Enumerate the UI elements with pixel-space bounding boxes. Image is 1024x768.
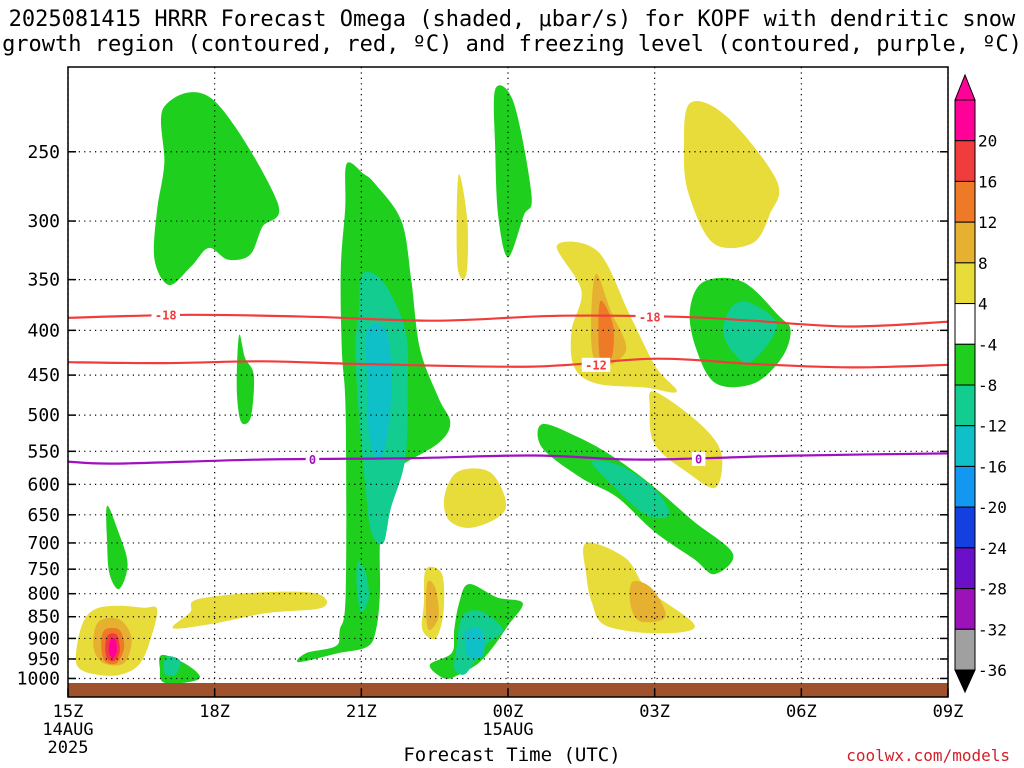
omega-region-18 — [172, 591, 328, 629]
omega-region-20 — [443, 468, 507, 528]
contour-label-bg-0-0 — [305, 452, 320, 467]
colorbar-tick-label-16: 16 — [978, 172, 997, 191]
colorbar-band-4-to-8 — [954, 262, 976, 305]
omega-region-12 — [163, 656, 181, 677]
colorbar-band--4-to-4 — [954, 303, 976, 345]
colorbar-band--36-to--32 — [954, 628, 976, 671]
contour-label--18-1: -18 — [639, 310, 661, 324]
x-tick-sublabel-2025: 2025 — [48, 738, 89, 758]
y-tick-label-600: 600 — [27, 474, 60, 495]
contour--18 — [68, 313, 948, 328]
colorbar-tick-label--36: -36 — [978, 661, 1007, 680]
contour-label--12-0: -12 — [585, 358, 607, 372]
x-tick-label-21Z: 21Z — [346, 702, 377, 722]
contour-label-bg--12-0 — [581, 357, 611, 372]
y-tick-label-700: 700 — [27, 533, 60, 554]
contour-labels: -18 -18 -12 0 0 — [151, 307, 706, 467]
y-tick-label-300: 300 — [27, 211, 60, 232]
colorbar-tick-label-12: 12 — [978, 213, 997, 232]
x-tick-label-15Z: 15Z — [53, 702, 84, 722]
y-tick-label-850: 850 — [27, 607, 60, 628]
contour-label-bg--18-1 — [635, 309, 665, 324]
colorbar-tick-label-8: 8 — [978, 254, 988, 273]
colorbar-bottom-arrow — [954, 669, 976, 694]
colorbar-tick-label-4: 4 — [978, 295, 988, 314]
colorbar-band--28-to--24 — [954, 547, 976, 590]
x-tick-label-00Z: 00Z — [493, 702, 524, 722]
omega-shading — [75, 85, 791, 684]
colorbar-band--24-to--20 — [954, 506, 976, 549]
colorbar-tick-label--12: -12 — [978, 417, 1007, 436]
x-tick-label-18Z: 18Z — [199, 702, 230, 722]
omega-region-24 — [649, 391, 723, 489]
contour-lines — [68, 313, 948, 465]
y-tick-label-950: 950 — [27, 649, 60, 670]
omega-region-4 — [106, 505, 128, 590]
y-tick-label-450: 450 — [27, 365, 60, 386]
omega-region-0 — [153, 92, 280, 286]
colorbar-band--20-to--16 — [954, 465, 976, 508]
y-tick-label-550: 550 — [27, 441, 60, 462]
x-tick-label-06Z: 06Z — [786, 702, 817, 722]
omega-region-33 — [108, 638, 117, 659]
y-tick-label-750: 750 — [27, 559, 60, 580]
y-tick-label-900: 900 — [27, 628, 60, 649]
chart-title-line-2: growth region (contoured, red, ºC) and f… — [2, 32, 1022, 57]
y-tick-label-650: 650 — [27, 505, 60, 526]
colorbar-tick-label-20: 20 — [978, 132, 997, 151]
y-tick-label-1000: 1000 — [17, 668, 60, 689]
x-tick-sublabel-15AUG: 15AUG — [482, 720, 533, 740]
chart-title-line-1: 2025081415 HRRR Forecast Omega (shaded, … — [8, 7, 1016, 32]
colorbar-tick-label--8: -8 — [978, 376, 997, 395]
omega-region-15 — [365, 323, 392, 459]
colorbar-tick-label--20: -20 — [978, 498, 1007, 517]
omega-region-2 — [236, 334, 255, 425]
omega-region-13 — [591, 460, 670, 519]
y-tick-label-350: 350 — [27, 270, 60, 291]
contour-label-bg-0-1 — [691, 451, 706, 466]
colorbar-tick-label--32: -32 — [978, 620, 1007, 639]
contour-label-bg--18-0 — [151, 307, 181, 322]
colorbar-band--12-to--8 — [954, 384, 976, 427]
contour--12 — [68, 357, 948, 369]
x-tick-sublabel-14AUG: 14AUG — [42, 720, 93, 740]
credit-text: coolwx.com/models — [846, 746, 1010, 765]
x-tick-label-03Z: 03Z — [639, 702, 670, 722]
y-tick-label-500: 500 — [27, 405, 60, 426]
contour-label--18-0: -18 — [155, 308, 177, 322]
colorbar-tick-label--4: -4 — [978, 335, 997, 354]
x-tick-label-09Z: 09Z — [933, 702, 964, 722]
omega-region-14 — [723, 301, 777, 363]
omega-region-16 — [464, 627, 485, 659]
colorbar-band--32-to--28 — [954, 588, 976, 630]
colorbar-top-arrow — [954, 73, 976, 101]
omega-region-21 — [456, 173, 469, 280]
colorbar-band-16-to-20 — [954, 140, 976, 182]
colorbar-tick-label--16: -16 — [978, 457, 1007, 476]
colorbar-band--16-to--12 — [954, 425, 976, 467]
colorbar-tick-label--24: -24 — [978, 539, 1007, 558]
contour-0 — [68, 452, 948, 465]
omega-region-27 — [629, 580, 666, 623]
colorbar: 20 16 12 8 4 -4 -8 -12 -16 -20 -24 -28 -32 -36 — [954, 73, 1007, 694]
colorbar-band-8-to-12 — [954, 221, 976, 264]
omega-region-23 — [683, 101, 780, 249]
contour-label-0-1: 0 — [695, 452, 702, 466]
colorbar-band-12-to-16 — [954, 180, 976, 223]
contour-label-0-0: 0 — [309, 453, 316, 467]
y-tick-label-400: 400 — [27, 320, 60, 341]
colorbar-band--8-to--4 — [954, 343, 976, 386]
omega-region-3 — [493, 85, 532, 258]
omega-region-10 — [356, 561, 369, 613]
y-tick-label-800: 800 — [27, 584, 60, 605]
x-axis-label: Forecast Time (UTC) — [403, 744, 621, 766]
axes: 2503003504004505005506006507007508008509… — [17, 66, 964, 758]
y-tick-label-250: 250 — [27, 142, 60, 163]
omega-region-28 — [425, 580, 439, 631]
colorbar-band-20-to-24 — [954, 99, 976, 142]
colorbar-tick-label--28: -28 — [978, 580, 1007, 599]
